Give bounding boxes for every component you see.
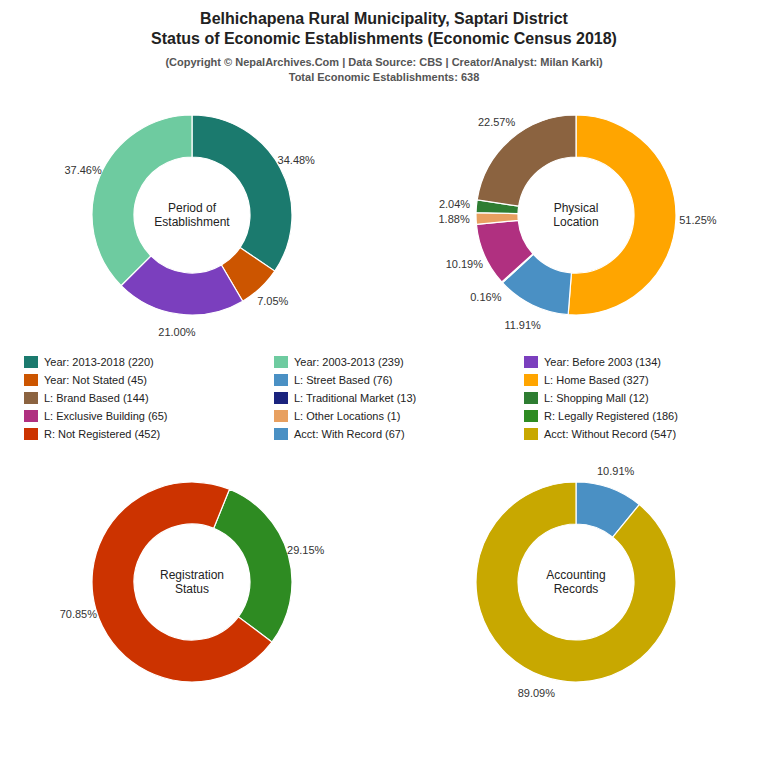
figure: Belhichapena Rural Municipality, Saptari… [0, 0, 768, 768]
title-line: Belhichapena Rural Municipality, Saptari… [200, 10, 568, 27]
data-label: 34.48% [278, 154, 316, 166]
data-labels: 29.15% 70.85% [60, 544, 325, 619]
slices [476, 482, 676, 682]
legend-label: Acct: Without Record (547) [544, 428, 676, 440]
legend-label: L: Traditional Market (13) [294, 392, 416, 404]
legend-swatch [274, 374, 288, 386]
legend-swatch [524, 374, 538, 386]
data-labels: 10.91% 89.09% [518, 465, 635, 699]
subtitle: (Copyright © NepalArchives.Com | Data So… [165, 56, 603, 83]
legend-label: L: Exclusive Building (65) [44, 410, 168, 422]
legend-item: Year: 2003-2013 (239) [274, 356, 404, 368]
legend-swatch [524, 410, 538, 422]
legend-item: L: Traditional Market (13) [274, 392, 416, 404]
legend-swatch [274, 428, 288, 440]
slices [92, 115, 292, 315]
center-label-line: Accounting [546, 568, 605, 582]
title-line: Status of Economic Establishments (Econo… [151, 30, 617, 47]
donut: AccountingRecords 10.91% 89.09% [476, 465, 676, 699]
legend-swatch [274, 356, 288, 368]
legend-label: L: Street Based (76) [294, 374, 392, 386]
legend-item: Year: Not Stated (45) [24, 374, 147, 386]
data-label: 11.91% [504, 319, 541, 331]
slice [476, 482, 676, 682]
data-label: 21.00% [158, 326, 196, 338]
slice [92, 482, 272, 682]
slice [476, 213, 518, 225]
legend-item: L: Street Based (76) [274, 374, 392, 386]
legend-item: Year: Before 2003 (134) [524, 356, 661, 368]
center-label-line: Period of [168, 201, 217, 215]
legend-label: L: Brand Based (144) [44, 392, 149, 404]
data-label: 22.57% [478, 116, 516, 128]
data-label: 37.46% [64, 164, 102, 176]
data-labels: 51.25% 11.91% 0.16% 10.19% 1.88% 2.04% 22.57% [438, 116, 716, 330]
legend-swatch [24, 428, 38, 440]
donut: PhysicalLocation 51.25% 11.91% 0.16% 10.19% 1… [438, 115, 716, 331]
slices [92, 482, 292, 682]
legend-label: Year: 2003-2013 (239) [294, 356, 404, 368]
legend-item: L: Home Based (327) [524, 374, 649, 386]
slice [477, 115, 576, 206]
slice [192, 115, 292, 271]
data-label: 70.85% [60, 608, 98, 620]
legend-label: L: Other Locations (1) [294, 410, 400, 422]
data-label: 10.19% [446, 258, 484, 270]
donut: Period ofEstablishment34.48%7.05%21.00%3… [64, 115, 315, 338]
legend-swatch [524, 356, 538, 368]
data-label: 29.15% [287, 544, 325, 556]
legend-swatch [524, 392, 538, 404]
data-label: 7.05% [257, 295, 288, 307]
subtitle-line: Total Economic Establishments: 638 [289, 71, 480, 83]
data-labels: 34.48% 7.05% 21.00% 37.46% [64, 154, 315, 338]
legend-swatch [274, 410, 288, 422]
donut: RegistrationStatus 29.15% 70.85% [60, 482, 325, 682]
subtitle-line: (Copyright © NepalArchives.Com | Data So… [165, 56, 603, 68]
data-label: 10.91% [597, 465, 635, 477]
legend-item: L: Shopping Mall (12) [524, 392, 649, 404]
legend-swatch [274, 392, 288, 404]
title: Belhichapena Rural Municipality, Saptari… [151, 10, 617, 47]
legend-swatch [24, 392, 38, 404]
legend-item: L: Brand Based (144) [24, 392, 149, 404]
slice [476, 220, 532, 282]
legend-label: Year: 2013-2018 (220) [44, 356, 154, 368]
legend-label: R: Legally Registered (186) [544, 410, 678, 422]
data-label: 51.25% [679, 214, 717, 226]
legend-label: Year: Not Stated (45) [44, 374, 147, 386]
center-label-line: Physical [554, 201, 599, 215]
legend: Year: 2013-2018 (220) Year: Not Stated (4… [24, 356, 678, 440]
center-label-line: Location [553, 215, 598, 229]
center-label: PhysicalLocation [553, 201, 598, 229]
legend-item: L: Exclusive Building (65) [24, 410, 168, 422]
legend-item: R: Not Registered (452) [24, 428, 160, 440]
legend-item: Acct: With Record (67) [274, 428, 405, 440]
data-label: 89.09% [518, 687, 556, 699]
legend-item: R: Legally Registered (186) [524, 410, 678, 422]
data-label: 0.16% [470, 291, 501, 303]
legend-swatch [24, 410, 38, 422]
legend-item: L: Other Locations (1) [274, 410, 400, 422]
legend-swatch [524, 428, 538, 440]
center-label-line: Establishment [154, 215, 230, 229]
data-label: 1.88% [438, 213, 469, 225]
legend-swatch [24, 374, 38, 386]
legend-item: Acct: Without Record (547) [524, 428, 676, 440]
center-label: RegistrationStatus [160, 568, 224, 596]
legend-label: R: Not Registered (452) [44, 428, 160, 440]
center-label: AccountingRecords [546, 568, 605, 596]
slice [214, 489, 292, 642]
center-label-line: Records [554, 582, 599, 596]
legend-label: Acct: With Record (67) [294, 428, 405, 440]
center-label-line: Status [175, 582, 209, 596]
center-label-line: Registration [160, 568, 224, 582]
legend-swatch [24, 356, 38, 368]
legend-label: Year: Before 2003 (134) [544, 356, 661, 368]
data-label: 2.04% [439, 198, 470, 210]
legend-label: L: Home Based (327) [544, 374, 649, 386]
slices [476, 115, 676, 315]
center-label: Period ofEstablishment [154, 201, 230, 229]
legend-item: Year: 2013-2018 (220) [24, 356, 154, 368]
legend-label: L: Shopping Mall (12) [544, 392, 649, 404]
